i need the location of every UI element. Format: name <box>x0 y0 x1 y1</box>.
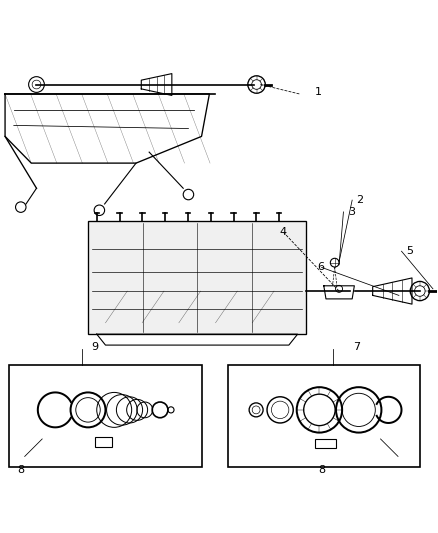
Bar <box>88 221 306 334</box>
Text: 2: 2 <box>357 195 364 205</box>
Bar <box>228 365 420 467</box>
Text: 6: 6 <box>317 262 324 272</box>
Text: 9: 9 <box>91 342 98 352</box>
Text: 8: 8 <box>318 465 325 475</box>
Bar <box>315 439 336 448</box>
Bar <box>95 438 112 447</box>
Bar <box>10 365 201 467</box>
Text: 3: 3 <box>348 207 355 217</box>
Text: 8: 8 <box>17 465 24 475</box>
Text: 4: 4 <box>279 228 286 237</box>
Text: 1: 1 <box>315 87 322 97</box>
Text: 7: 7 <box>353 342 360 352</box>
Text: 5: 5 <box>406 246 413 256</box>
